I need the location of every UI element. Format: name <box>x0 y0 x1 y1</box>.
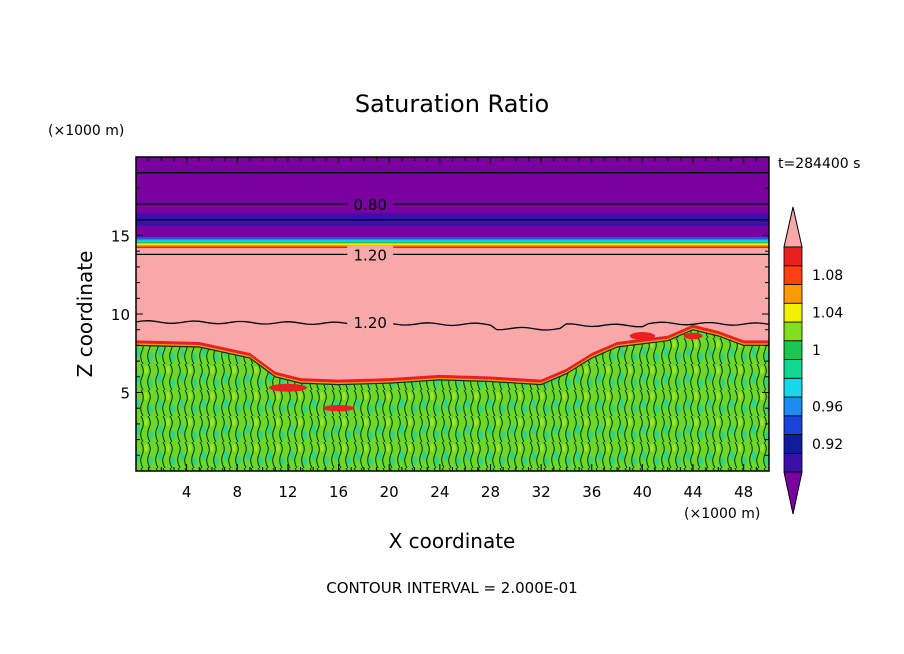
colorbar-segment <box>783 452 803 473</box>
contour-label-bg <box>347 312 394 330</box>
colorbar-segment <box>783 340 803 360</box>
x-axis-label: X coordinate <box>389 529 516 553</box>
x-axis: 4 8 12 16 20 24 28 32 36 40 44 48 <box>148 157 757 501</box>
y-tick-label: 15 <box>111 228 130 246</box>
x-tick-label: 24 <box>430 483 449 501</box>
colorbar-segment <box>783 246 803 267</box>
x-tick-label: 44 <box>683 483 702 501</box>
x-tick-label: 40 <box>633 483 652 501</box>
x-tick-label: 48 <box>734 483 753 501</box>
supersaturation-patch <box>268 383 307 392</box>
contour-label: 1.20 <box>354 246 387 264</box>
supersaturation-patch <box>322 405 355 412</box>
colorbar-extend-top <box>783 206 803 248</box>
colorbar-segment <box>783 265 803 285</box>
plot-area <box>136 157 769 471</box>
colorbar-segment <box>783 321 803 342</box>
x-tick-label: 16 <box>329 483 348 501</box>
colorbar-segment <box>783 434 803 454</box>
transition-band <box>136 240 769 243</box>
x-tick-label: 36 <box>582 483 601 501</box>
colorbar: 1.08 1.04 1 0.96 0.92 <box>783 206 843 515</box>
contour-label-bg <box>347 245 394 263</box>
contour-label: 0.80 <box>354 196 387 214</box>
y-axis-label: Z coordinate <box>73 251 97 378</box>
y-units-label: (×1000 m) <box>48 123 124 139</box>
chart-title: Saturation Ratio <box>355 90 549 118</box>
x-units-label: (×1000 m) <box>684 506 760 522</box>
transition-band <box>136 244 769 247</box>
x-tick-label: 4 <box>182 483 192 501</box>
colorbar-extend-bottom <box>783 471 803 515</box>
transition-band <box>136 241 769 244</box>
colorbar-tick-label: 1 <box>812 343 821 359</box>
colorbar-segment <box>783 396 803 417</box>
y-tick-label: 5 <box>120 385 130 403</box>
colorbar-segment <box>783 359 803 379</box>
colorbar-segment <box>783 284 803 304</box>
transition-band <box>136 243 769 246</box>
cloud-top-contour <box>136 329 769 386</box>
supersaturation-patch <box>683 332 703 340</box>
colorbar-tick-label: 0.96 <box>812 399 843 415</box>
x-tick-label: 8 <box>233 483 243 501</box>
transition-band <box>136 246 769 249</box>
colorbar-tick-label: 1.08 <box>812 268 843 284</box>
colorbar-tick-label: 0.92 <box>812 437 843 453</box>
transition-band <box>136 238 769 241</box>
footer-label: CONTOUR INTERVAL = 2.000E-01 <box>326 579 577 597</box>
transition-band <box>136 237 769 240</box>
colorbar-segment <box>783 302 803 323</box>
contour-label-bg <box>347 195 394 213</box>
colorbar-tick-label: 1.04 <box>812 306 843 322</box>
time-label: t=284400 s <box>778 156 860 172</box>
x-tick-label: 20 <box>380 483 399 501</box>
colorbar-segment <box>783 415 803 435</box>
x-tick-label: 12 <box>278 483 297 501</box>
contour-label: 1.20 <box>354 314 387 332</box>
layer-cloud <box>136 329 769 471</box>
x-tick-label: 32 <box>532 483 551 501</box>
y-axis: 5 10 15 <box>111 172 769 456</box>
y-tick-label: 10 <box>111 306 130 324</box>
colorbar-segment <box>783 377 803 398</box>
contour-line-1.20-lower <box>136 320 769 331</box>
x-tick-label: 28 <box>481 483 500 501</box>
supersaturation-patch <box>629 332 656 340</box>
